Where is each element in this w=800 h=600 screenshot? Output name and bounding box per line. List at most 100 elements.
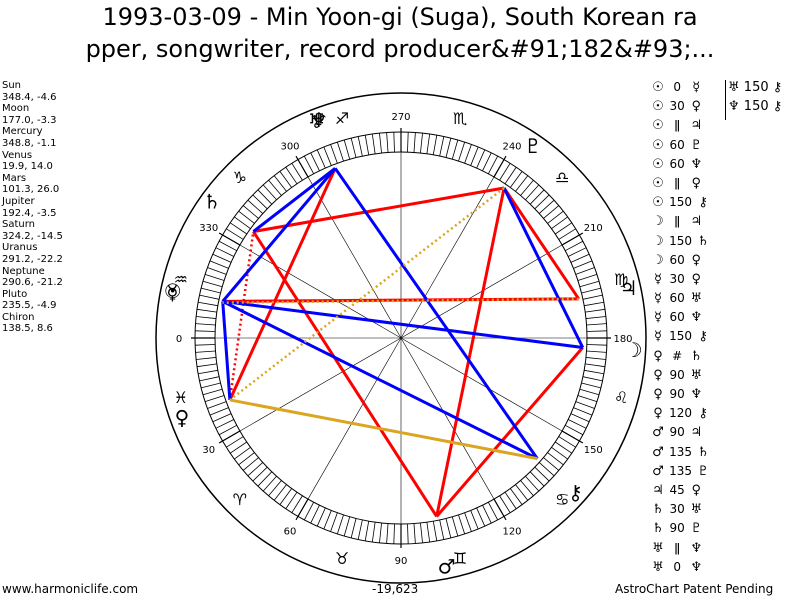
aspect-line [221, 301, 232, 401]
degree-tick [470, 510, 479, 530]
degree-tick [470, 146, 479, 166]
aspect-planet-a: ♄ [652, 521, 664, 537]
degree-tick [426, 522, 431, 543]
planet-glyph: ☉ [164, 279, 182, 303]
planet-glyph: ☿ [166, 281, 178, 305]
footer-patent-note: AstroChart Patent Pending [615, 582, 774, 596]
aspect-angle: 90 [669, 521, 685, 536]
degree-tick [573, 407, 593, 416]
aspect-planet-a: ♅ [728, 80, 740, 95]
degree-tick [212, 413, 232, 423]
planet-glyph: ⚷ [568, 480, 583, 504]
sign-boundary [561, 232, 584, 246]
sign-boundary [218, 232, 241, 246]
degree-tick [195, 344, 216, 346]
degree-tick [285, 491, 298, 510]
sign-boundary [295, 155, 309, 178]
planet-glyph: ♇ [524, 134, 542, 158]
zodiac-sign-glyph: ♉ [335, 549, 349, 568]
degree-tick [538, 199, 555, 214]
degree-tick [196, 316, 217, 319]
planet-glyph: ☽ [625, 338, 643, 362]
degree-tick [579, 280, 600, 288]
aspect-planet-b: ♃ [690, 214, 703, 230]
planet-name-mars: Mars [2, 172, 27, 184]
sign-boundary [218, 430, 241, 444]
degree-tick [343, 516, 351, 537]
aspect-row: ♅ 0 ♆ [651, 558, 710, 577]
zodiac-sign-glyph: ♍ [614, 270, 628, 289]
aspect-planet-a: ♀ [653, 387, 663, 402]
aspect-planet-b: ⚷ [772, 80, 783, 95]
aspect-angle: # [672, 348, 683, 363]
degree-tick [285, 166, 298, 185]
degree-tick [262, 184, 277, 201]
degree-tick [464, 512, 472, 532]
degree-tick [229, 222, 248, 235]
house-spoke [400, 337, 495, 500]
planet-name-neptune: Neptune [2, 265, 45, 277]
zodiac-sign-glyph: ♒ [174, 270, 188, 289]
zodiac-sign-glyph: ♐ [335, 109, 349, 128]
degree-tick [218, 240, 237, 252]
degree-tick [413, 132, 416, 153]
aspect-angle: 135 [669, 444, 693, 459]
aspect-planet-b: ♇ [690, 521, 703, 537]
degree-label: 240 [502, 142, 521, 153]
aspect-row: ☽ ǁ ♃ [651, 212, 710, 231]
degree-tick [579, 388, 600, 396]
degree-tick [310, 152, 320, 171]
aspect-line [502, 187, 585, 349]
aspect-row: ☉ 0 ☿ [651, 78, 710, 97]
aspect-planet-b: ♀ [691, 252, 702, 268]
degree-tick [323, 146, 332, 166]
planet-name-jupiter: Jupiter [2, 195, 35, 207]
aspect-planet-a: ☉ [652, 99, 664, 115]
degree-tick [204, 395, 225, 403]
degree-tick [586, 344, 607, 346]
aspect-line [252, 167, 337, 233]
footer-website[interactable]: www.harmoniclife.com [2, 582, 139, 596]
degree-tick [209, 260, 229, 269]
aspect-line [222, 297, 579, 304]
degree-tick [371, 133, 376, 154]
degree-tick [538, 462, 555, 477]
degree-tick [268, 179, 282, 196]
aspect-line [435, 346, 584, 518]
degree-tick [476, 507, 486, 527]
aspect-planet-b: ♆ [690, 310, 703, 326]
degree-label: 150 [584, 445, 603, 456]
degree-tick [585, 316, 606, 319]
degree-tick [551, 447, 568, 460]
aspect-planet-a: ♀ [653, 348, 663, 364]
aspect-line [228, 167, 337, 401]
degree-tick [554, 222, 573, 235]
zodiac-sign-glyph: ♑ [233, 168, 247, 187]
planet-name-sun: Sun [2, 80, 22, 91]
degree-tick [204, 273, 225, 281]
degree-tick [439, 136, 445, 157]
degree-tick [515, 175, 529, 192]
aspect-angle: 90 [669, 425, 685, 440]
aspect-angle: 60 [669, 252, 685, 267]
degree-tick [407, 523, 409, 544]
degree-tick [445, 518, 452, 538]
aspect-row: ♂ 135 ♇ [651, 462, 710, 481]
degree-tick [534, 466, 550, 482]
planet-name-mercury: Mercury [2, 126, 43, 138]
planet-value-jupiter: 192.4, -3.5 [2, 207, 57, 219]
aspect-planet-b: ♆ [690, 540, 703, 556]
planet-glyph: ♀ [175, 405, 190, 429]
aspect-line [222, 299, 583, 350]
degree-tick [201, 382, 221, 389]
aspect-planet-b: ♅ [690, 291, 703, 307]
degree-tick [212, 253, 232, 263]
degree-tick [303, 155, 315, 174]
aspect-row: ☿ 150 ⚷ [651, 327, 710, 346]
aspect-planet-a: ♂ [652, 444, 664, 460]
aspect-line [253, 186, 505, 234]
planet-value-moon: 177.0, -3.3 [2, 114, 57, 126]
degree-tick [499, 495, 511, 513]
zodiac-sign-glyph: ♏ [453, 109, 467, 128]
planet-value-uranus: 291.2, -22.2 [2, 253, 63, 265]
